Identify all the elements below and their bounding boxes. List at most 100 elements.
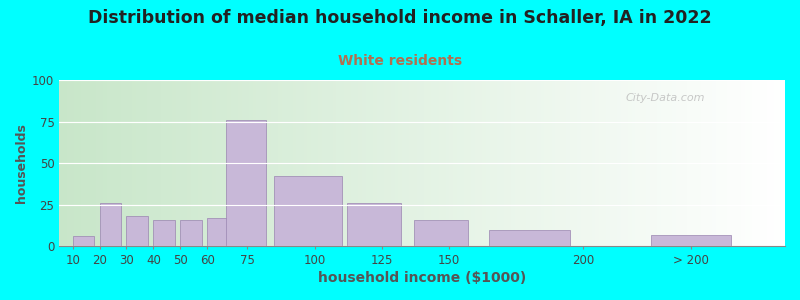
Bar: [169, 80, 172, 246]
Bar: [286, 80, 289, 246]
Bar: [99, 203, 121, 246]
Bar: [742, 80, 745, 246]
Bar: [577, 80, 581, 246]
Bar: [81, 80, 85, 246]
Bar: [759, 80, 763, 246]
Bar: [66, 80, 70, 246]
Bar: [526, 80, 530, 246]
Bar: [122, 80, 125, 246]
Bar: [106, 80, 110, 246]
Bar: [249, 80, 253, 246]
Bar: [661, 80, 665, 246]
Bar: [238, 80, 242, 246]
Bar: [701, 80, 705, 246]
Bar: [683, 80, 686, 246]
Bar: [431, 80, 435, 246]
Bar: [541, 80, 544, 246]
Bar: [446, 80, 450, 246]
Bar: [639, 80, 642, 246]
Bar: [414, 220, 468, 246]
Bar: [478, 80, 482, 246]
Bar: [387, 80, 391, 246]
Bar: [70, 80, 74, 246]
Bar: [595, 80, 599, 246]
Bar: [129, 80, 132, 246]
Bar: [592, 80, 595, 246]
Bar: [482, 80, 486, 246]
Bar: [562, 80, 566, 246]
Bar: [566, 80, 570, 246]
Bar: [205, 80, 209, 246]
Bar: [274, 176, 342, 246]
Bar: [293, 80, 296, 246]
Bar: [391, 80, 394, 246]
Bar: [420, 80, 424, 246]
Bar: [413, 80, 417, 246]
Bar: [518, 80, 522, 246]
Bar: [362, 80, 366, 246]
Bar: [384, 80, 387, 246]
Bar: [654, 80, 658, 246]
Bar: [267, 80, 270, 246]
Bar: [581, 80, 585, 246]
Bar: [246, 80, 249, 246]
Bar: [311, 80, 314, 246]
Bar: [202, 80, 205, 246]
Bar: [226, 120, 266, 246]
Bar: [675, 80, 679, 246]
Bar: [125, 80, 129, 246]
Bar: [537, 80, 541, 246]
Bar: [110, 80, 114, 246]
Bar: [734, 80, 738, 246]
Bar: [410, 80, 413, 246]
Bar: [326, 80, 329, 246]
Bar: [132, 80, 136, 246]
Bar: [716, 80, 719, 246]
Bar: [650, 235, 731, 246]
Bar: [461, 80, 464, 246]
Bar: [344, 80, 347, 246]
Bar: [530, 80, 534, 246]
Bar: [340, 80, 344, 246]
Bar: [610, 80, 614, 246]
Bar: [85, 80, 89, 246]
Bar: [424, 80, 428, 246]
Bar: [337, 80, 340, 246]
Bar: [668, 80, 672, 246]
Bar: [162, 80, 165, 246]
Bar: [300, 80, 304, 246]
Bar: [190, 80, 194, 246]
Bar: [756, 80, 759, 246]
Bar: [347, 203, 401, 246]
Bar: [534, 80, 537, 246]
Bar: [632, 80, 635, 246]
Bar: [198, 80, 202, 246]
Bar: [738, 80, 742, 246]
Bar: [723, 80, 726, 246]
Bar: [126, 216, 148, 246]
Bar: [143, 80, 147, 246]
Bar: [686, 80, 690, 246]
Bar: [658, 80, 661, 246]
Bar: [187, 80, 190, 246]
Bar: [650, 80, 654, 246]
Bar: [213, 80, 216, 246]
Bar: [253, 80, 256, 246]
Bar: [216, 80, 220, 246]
X-axis label: household income ($1000): household income ($1000): [318, 271, 526, 285]
Bar: [274, 80, 278, 246]
Bar: [665, 80, 668, 246]
Bar: [114, 80, 118, 246]
Bar: [694, 80, 698, 246]
Bar: [672, 80, 675, 246]
Bar: [380, 80, 384, 246]
Bar: [490, 230, 570, 246]
Bar: [406, 80, 410, 246]
Bar: [103, 80, 106, 246]
Bar: [468, 80, 471, 246]
Bar: [180, 80, 183, 246]
Bar: [752, 80, 756, 246]
Bar: [625, 80, 628, 246]
Bar: [398, 80, 402, 246]
Bar: [194, 80, 198, 246]
